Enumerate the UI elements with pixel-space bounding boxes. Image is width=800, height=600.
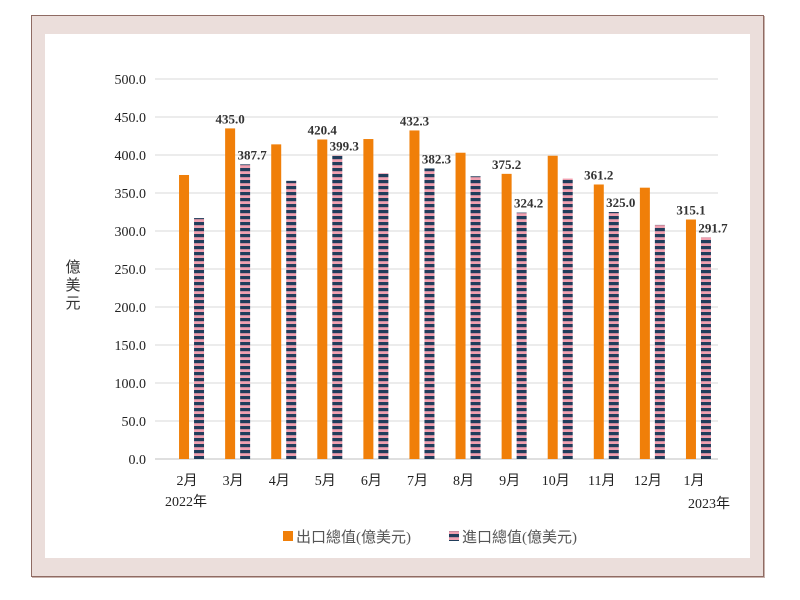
export-bar (225, 128, 236, 459)
import-bar (608, 212, 619, 459)
y-axis-label-char: 元 (65, 296, 80, 312)
export-data-label: 315.1 (676, 203, 705, 218)
import-bar (378, 173, 389, 460)
legend-import-label: 進口總值(億美元) (462, 528, 577, 546)
import-bar (194, 218, 205, 459)
y-tick-label: 250.0 (115, 263, 147, 278)
y-tick-label: 350.0 (115, 187, 147, 202)
y-axis-label-char: 美 (65, 277, 80, 294)
x-tick-label: 6月 (361, 473, 382, 489)
import-data-label: 399.3 (330, 139, 360, 154)
y-tick-label: 300.0 (115, 225, 147, 240)
export-bar (317, 139, 328, 459)
x-tick-label: 1月 (683, 473, 704, 489)
x-tick-label: 8月 (453, 473, 474, 489)
y-tick-label: 450.0 (115, 111, 147, 126)
export-bar (455, 152, 466, 459)
export-data-label: 361.2 (584, 167, 613, 182)
import-data-label: 382.3 (422, 151, 452, 166)
y-axis-label: 億美元 (65, 259, 80, 312)
import-bar (516, 212, 527, 459)
import-bar (286, 180, 297, 459)
import-bar (562, 178, 573, 459)
export-bar (409, 130, 420, 459)
year-label-end: 2023年 (688, 496, 730, 512)
legend-export-label: 出口總值(億美元) (296, 528, 411, 546)
export-bar (501, 173, 512, 459)
import-bar (700, 237, 711, 459)
y-tick-label: 400.0 (115, 149, 147, 164)
export-bar (685, 219, 696, 459)
import-bar (332, 155, 343, 460)
x-tick-label: 10月 (542, 473, 570, 489)
legend: 出口總值(億美元) 進口總值(億美元) (283, 528, 577, 546)
export-bar (363, 139, 374, 460)
import-bar (654, 224, 665, 459)
x-tick-label: 7月 (407, 473, 428, 489)
export-data-label: 375.2 (492, 157, 521, 172)
import-data-label: 291.7 (698, 220, 728, 235)
y-tick-label: 0.0 (129, 453, 147, 468)
x-tick-label: 4月 (269, 473, 290, 489)
import-bar (424, 168, 435, 459)
import-data-label: 324.2 (514, 196, 543, 211)
import-data-label: 387.7 (238, 147, 268, 162)
y-tick-label: 200.0 (115, 301, 147, 316)
export-data-label: 432.3 (400, 113, 430, 128)
y-tick-label: 500.0 (115, 73, 147, 88)
y-tick-label: 100.0 (115, 377, 147, 392)
y-axis-label-char: 億 (65, 259, 80, 276)
x-tick-label: 9月 (499, 473, 520, 489)
y-axis: 0.0 50.0 100.0 150.0 200.0 250.0 300.0 350.0 400… (115, 73, 147, 468)
x-tick-label: 11月 (588, 473, 615, 489)
x-axis: 2月 3月 4月 5月 6月 7月 8月 9月 10月 11月 12月 1月 2022年 2023年 (165, 473, 730, 512)
export-bar (639, 187, 650, 459)
bars: 435.0 387.7 420.4 399.3 432.3 382.3 375.2 324.2… (179, 111, 728, 460)
export-bar (271, 144, 282, 460)
chart-panel (45, 34, 750, 558)
x-tick-label: 2月 (177, 473, 198, 489)
export-data-label: 420.4 (308, 122, 338, 137)
x-tick-label: 12月 (634, 473, 662, 489)
y-tick-label: 50.0 (122, 415, 147, 430)
import-bar (240, 164, 251, 459)
x-tick-label: 5月 (315, 473, 336, 489)
gridlines (155, 78, 718, 460)
x-tick-label: 3月 (223, 473, 244, 489)
import-data-label: 325.0 (606, 195, 635, 210)
legend-import-swatch (449, 531, 459, 541)
legend-export-swatch (283, 531, 293, 541)
export-bar (179, 174, 190, 459)
export-bar (593, 184, 604, 459)
export-bar (547, 155, 558, 459)
y-tick-label: 150.0 (115, 339, 147, 354)
year-label-start: 2022年 (165, 494, 207, 510)
export-data-label: 435.0 (216, 111, 245, 126)
import-bar (470, 176, 481, 459)
